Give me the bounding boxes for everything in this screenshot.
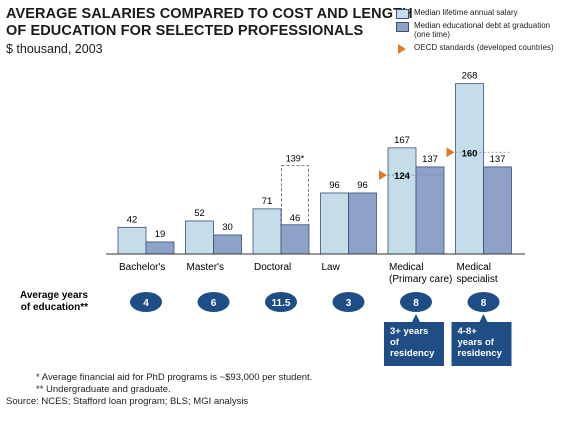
residency-callout xyxy=(384,314,444,366)
residency-callout-text: years of xyxy=(458,337,495,348)
category-label: Master's xyxy=(187,262,224,273)
years-badge xyxy=(467,292,500,312)
data-label-salary: 42 xyxy=(127,214,138,225)
years-badge xyxy=(197,292,230,312)
source-note: Source: NCES; Stafford loan program; BLS… xyxy=(6,396,249,407)
category-label: specialist xyxy=(457,274,498,285)
data-label-debt: 137 xyxy=(422,154,438,165)
legend-swatch-debt xyxy=(396,21,409,32)
bar-salary xyxy=(387,147,417,255)
chart-title-line-1: AVERAGE SALARIES COMPARED TO COST AND LE… xyxy=(6,6,413,22)
oecd-value-label: 160 xyxy=(462,148,478,159)
aid-adjusted-debt-label: 139* xyxy=(286,154,305,164)
oecd-marker xyxy=(446,147,455,158)
aid-adjusted-debt-box xyxy=(281,165,309,255)
legend-label-salary: Median lifetime annual salary xyxy=(414,8,518,17)
bar-debt xyxy=(280,224,310,255)
data-label-debt: 46 xyxy=(290,213,301,224)
years-badge-value: 4 xyxy=(143,298,149,309)
years-badge-value: 3 xyxy=(346,298,352,309)
data-label-salary: 96 xyxy=(329,180,340,191)
avg-years-label: of education** xyxy=(21,302,88,313)
residency-callout-text: 4-8+ xyxy=(458,326,478,337)
data-label-debt: 96 xyxy=(357,180,368,191)
chart-title: AVERAGE SALARIES COMPARED TO COST AND LE… xyxy=(6,6,413,40)
category-label: Doctoral xyxy=(254,262,291,273)
bar-salary xyxy=(252,208,282,255)
category-label: Medical xyxy=(389,262,423,273)
avg-years-label: Average years xyxy=(20,290,88,301)
data-label-debt: 19 xyxy=(155,229,166,240)
bar-salary xyxy=(117,226,147,255)
bar-salary xyxy=(455,83,484,255)
chart-title-line-2: OF EDUCATION FOR SELECTED PROFESSIONALS xyxy=(6,23,364,39)
footnotes: * Average financial aid for PhD programs… xyxy=(6,372,312,408)
category-label: Medical xyxy=(457,262,491,273)
bar-debt xyxy=(348,192,377,255)
years-badge-value: 8 xyxy=(481,298,487,309)
legend-item-debt: Median educational debt at graduation (o… xyxy=(396,21,561,40)
bar-salary xyxy=(185,220,214,255)
years-badge xyxy=(400,292,432,312)
chart-subtitle: $ thousand, 2003 xyxy=(6,42,103,56)
bar-debt xyxy=(145,241,175,255)
bar-debt xyxy=(483,166,512,255)
data-label-debt: 137 xyxy=(490,154,506,165)
data-label-debt: 30 xyxy=(222,222,233,233)
residency-callout-text: residency xyxy=(458,348,503,359)
legend-item-salary: Median lifetime annual salary xyxy=(396,8,561,19)
bar-debt xyxy=(213,234,242,255)
footnote-education: ** Undergraduate and graduate. xyxy=(36,384,171,395)
residency-callout-text: of xyxy=(390,337,400,348)
legend: Median lifetime annual salary Median edu… xyxy=(396,8,561,55)
bar-salary xyxy=(320,192,349,255)
bar-debt xyxy=(415,166,445,255)
data-label-salary: 52 xyxy=(194,208,205,219)
legend-label-debt: Median educational debt at graduation (o… xyxy=(414,20,551,40)
residency-callout-text: residency xyxy=(390,348,435,359)
years-badge-value: 8 xyxy=(413,298,419,309)
oecd-marker xyxy=(379,170,387,181)
data-label-salary: 71 xyxy=(262,196,273,207)
years-badge xyxy=(265,292,297,312)
category-label: Bachelor's xyxy=(119,262,165,273)
years-badge xyxy=(332,292,365,312)
category-label: Law xyxy=(322,262,341,273)
years-badge xyxy=(130,292,162,312)
legend-label-oecd: OECD standards (developed countries) xyxy=(414,42,554,52)
category-label: (Primary care) xyxy=(389,274,452,285)
legend-marker-oecd xyxy=(398,43,406,54)
residency-callout xyxy=(451,314,512,366)
data-label-salary: 167 xyxy=(394,135,410,146)
legend-item-oecd: OECD standards (developed countries) xyxy=(396,42,561,54)
years-badge-value: 11.5 xyxy=(272,298,291,309)
footnote-aid: * Average financial aid for PhD programs… xyxy=(36,372,313,383)
residency-callout-text: 3+ years xyxy=(390,326,428,337)
years-badge-value: 6 xyxy=(211,298,217,309)
data-label-salary: 268 xyxy=(462,71,478,82)
oecd-value-label: 124 xyxy=(394,171,411,182)
legend-swatch-salary xyxy=(396,9,409,19)
